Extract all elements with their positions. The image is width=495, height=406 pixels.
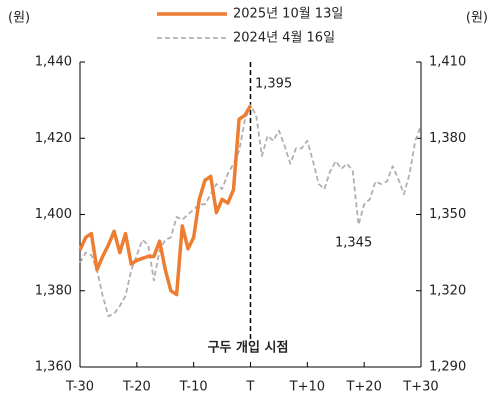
y-axis-label: (원)	[8, 11, 30, 26]
x-tick-label: T+30	[402, 380, 438, 395]
legend-label: 2025년 10월 13일	[233, 7, 343, 22]
annotation: 1,345	[335, 236, 372, 251]
x-tick-label: T+10	[289, 380, 325, 395]
y2-axis-label: (원)	[466, 11, 488, 26]
y2-tick-label: 1,380	[429, 131, 466, 146]
y-tick-label: 1,380	[35, 283, 72, 298]
y-tick-label: 1,440	[35, 55, 72, 70]
annotation: 구두 개입 시점	[208, 341, 289, 356]
x-tick-label: T+20	[345, 380, 381, 395]
series-line	[79, 104, 422, 318]
x-tick-label: T	[246, 380, 255, 395]
x-tick-label: T-10	[179, 380, 208, 395]
y2-tick-label: 1,410	[429, 55, 466, 70]
annotation: 1,395	[255, 77, 292, 92]
x-tick-label: T-30	[65, 380, 94, 395]
legend-label: 2024년 4월 16일	[233, 31, 335, 46]
series-line	[78, 104, 253, 297]
x-tick-label: T-20	[122, 380, 151, 395]
y2-tick-label: 1,350	[429, 207, 466, 222]
y2-tick-label: 1,320	[429, 283, 466, 298]
y2-tick-label: 1,290	[429, 360, 466, 375]
y-tick-label: 1,360	[35, 360, 72, 375]
y-tick-label: 1,400	[35, 207, 72, 222]
y-tick-label: 1,420	[35, 131, 72, 146]
